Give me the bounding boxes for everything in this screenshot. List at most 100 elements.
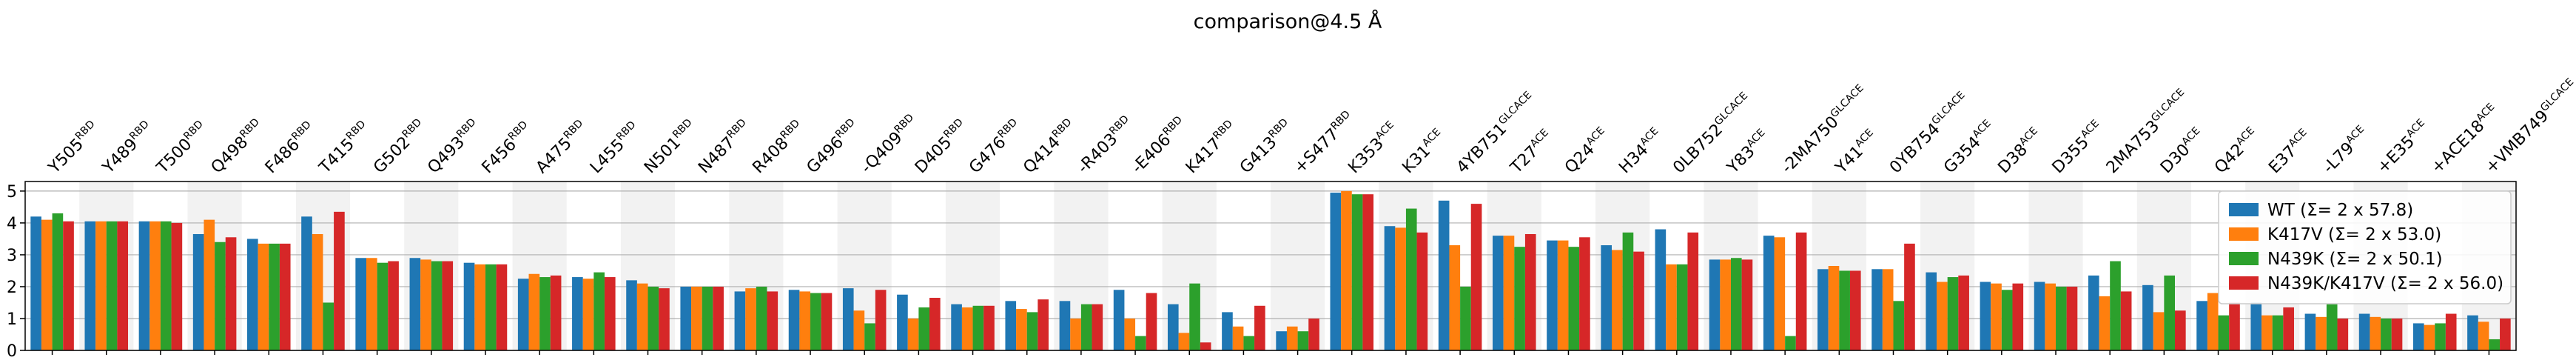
x-tick-label: F486RBD [260, 119, 319, 177]
bar [864, 323, 875, 350]
x-tick-label: K417RBD [1181, 118, 1240, 177]
bar [1947, 277, 1959, 350]
bar [204, 219, 215, 350]
y-tick-label: 4 [7, 215, 17, 233]
bar [1276, 331, 1287, 350]
bar [1666, 264, 1677, 350]
bar [225, 237, 237, 350]
legend-swatch [2229, 252, 2259, 265]
bar [2358, 313, 2370, 350]
bar [149, 221, 161, 350]
x-tick-label: T415RBD [315, 119, 374, 178]
bar [1232, 326, 1244, 350]
bar [799, 291, 811, 350]
bar [1178, 333, 1190, 350]
bar [2370, 316, 2381, 350]
bar [517, 279, 529, 350]
bar [1200, 342, 1211, 350]
bar [2478, 322, 2489, 350]
bar [1005, 301, 1017, 350]
bar [1882, 269, 1894, 350]
bar [1763, 236, 1775, 350]
bar [1601, 245, 1612, 350]
x-tick-label: -L79ACE [2318, 123, 2372, 177]
bar [1774, 237, 1786, 350]
x-tick-label: A475RBD [531, 118, 591, 178]
bar [1741, 259, 1753, 350]
bar [1416, 232, 1428, 350]
bar [1080, 304, 1092, 350]
bar [258, 243, 269, 350]
x-tick-label: D355ACE [2048, 118, 2108, 178]
bar [572, 277, 583, 350]
bar [767, 291, 778, 350]
bar [1460, 286, 1471, 350]
bar [2489, 339, 2501, 350]
bar [604, 277, 616, 350]
bar [648, 286, 659, 350]
bar [279, 243, 291, 350]
bar [2153, 312, 2165, 350]
x-tick-label: Q498RBD [206, 116, 267, 177]
bar [106, 221, 118, 350]
bar [2196, 301, 2207, 350]
bar [1622, 232, 1634, 350]
bar [2424, 324, 2435, 350]
bar [691, 286, 702, 350]
legend-swatch [2229, 203, 2259, 216]
bar [1092, 304, 1103, 350]
y-tick-label: 2 [7, 279, 17, 297]
bar [1980, 282, 1991, 350]
bar [474, 264, 485, 350]
bar [41, 219, 53, 350]
x-tick-label: -E406RBD [1127, 114, 1191, 178]
bar [2099, 296, 2111, 350]
bar [756, 286, 767, 350]
legend-swatch [2229, 227, 2259, 241]
x-tick-label: Q414RBD [1019, 116, 1080, 177]
bar [907, 318, 919, 350]
bar [2218, 315, 2230, 350]
legend-swatch [2229, 276, 2259, 290]
bar [1222, 312, 1233, 350]
bar [485, 264, 497, 350]
bar [2142, 284, 2153, 350]
x-tick-label: Q493RBD [423, 116, 484, 177]
bar [680, 286, 692, 350]
bar [431, 261, 443, 350]
bar [1849, 270, 1861, 350]
bar [1449, 245, 1461, 350]
legend-label: WT (Σ= 2 x 57.8) [2267, 201, 2413, 220]
bar [2034, 282, 2045, 350]
x-tick-label: G496RBD [802, 116, 863, 177]
bar [2337, 318, 2349, 350]
bar [1124, 318, 1136, 350]
x-tick-label: T500RBD [152, 119, 211, 178]
bar [983, 305, 995, 350]
bar [2272, 315, 2284, 350]
bar [702, 286, 713, 350]
bar [550, 275, 562, 350]
x-tick-label: Y505RBD [44, 119, 103, 178]
bar [961, 307, 973, 350]
bar [2001, 290, 2013, 350]
bar [496, 264, 508, 350]
bar [1503, 236, 1515, 350]
bar [1709, 259, 1721, 350]
legend-box [2218, 190, 2512, 304]
x-tick-label: Q24ACE [1561, 124, 1613, 177]
bar [853, 310, 865, 350]
bar [355, 258, 366, 350]
x-tick-label: Y41ACE [1831, 127, 1882, 178]
bar [734, 291, 746, 350]
y-tick-label: 0 [7, 342, 17, 361]
bar [2261, 315, 2273, 350]
bar [2316, 316, 2327, 350]
bar [1438, 200, 1450, 350]
bar [1687, 232, 1699, 350]
bar [2175, 310, 2186, 350]
legend-label: K417V (Σ= 2 x 53.0) [2267, 225, 2441, 244]
bar [1286, 326, 1298, 350]
x-tick-label: G413RBD [1236, 116, 1297, 177]
